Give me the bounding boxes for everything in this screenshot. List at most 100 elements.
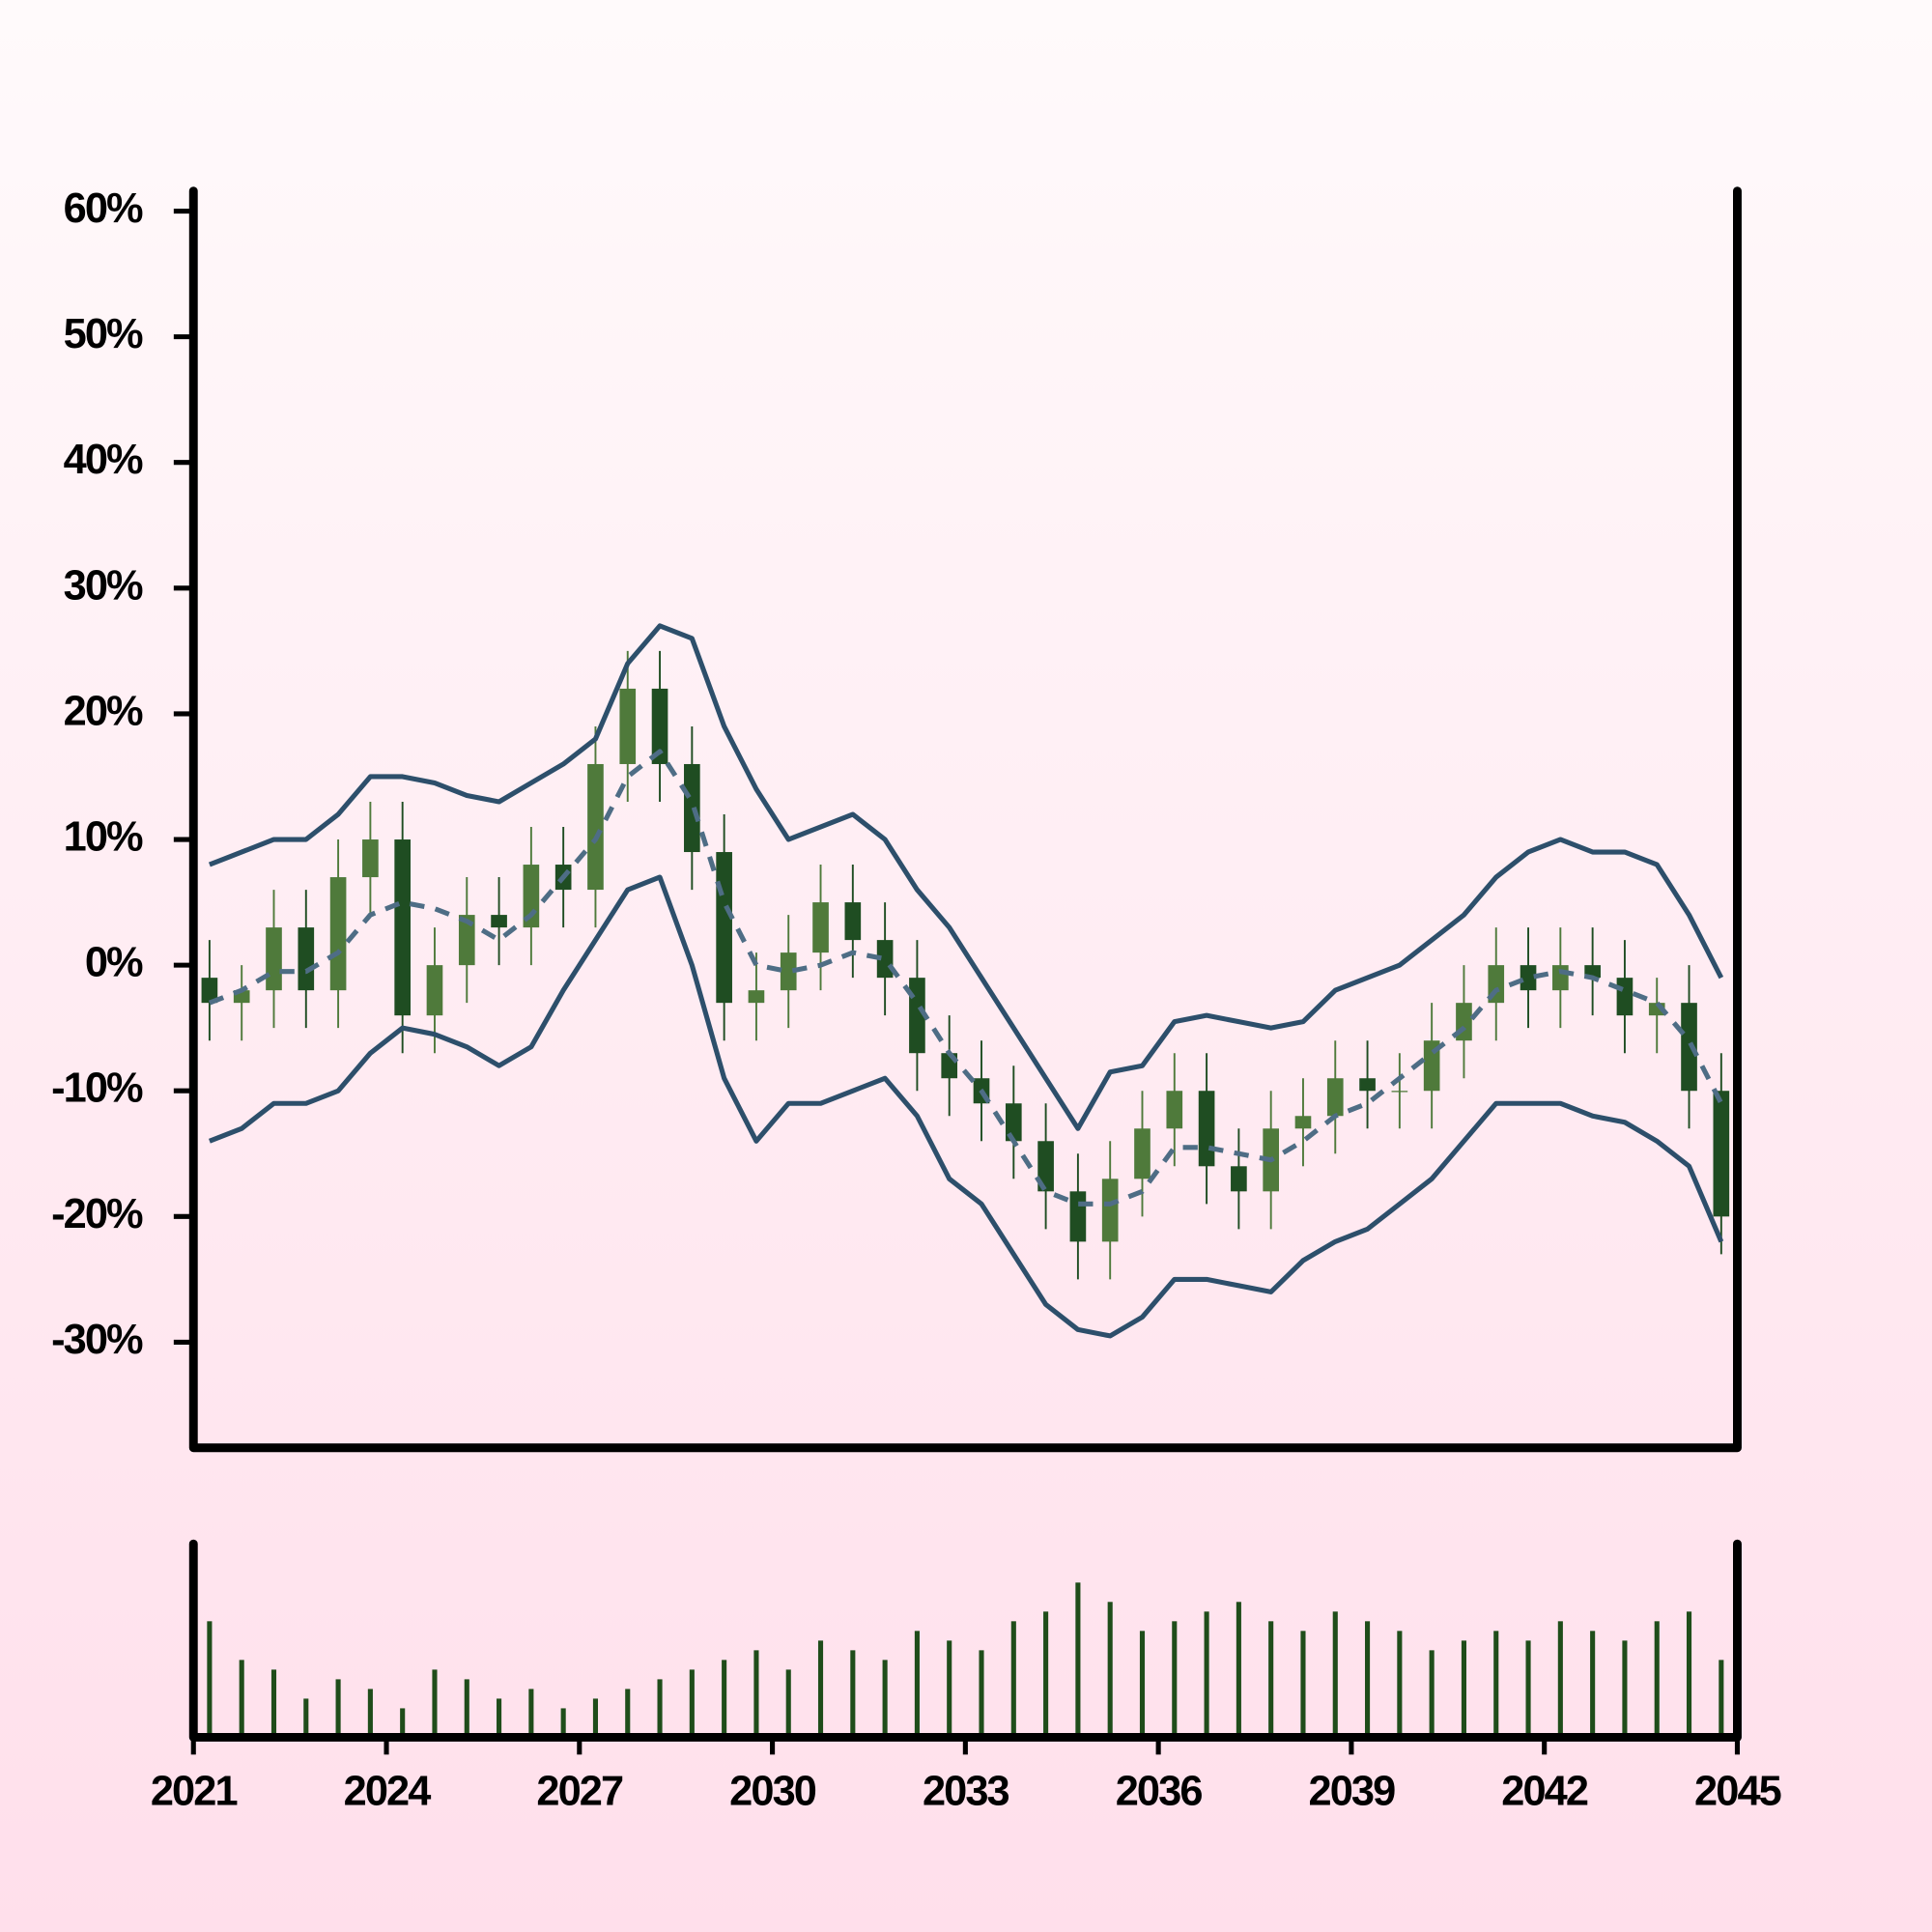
candle-body [298,927,315,991]
volume-bar [560,1708,566,1738]
candle-body [394,839,412,1016]
candle-body [619,688,637,764]
volume-bar [882,1660,888,1738]
volume-bar [270,1669,277,1738]
volume-bar [1461,1640,1467,1738]
candle-body [748,990,765,1004]
volume-bar [1622,1640,1628,1738]
y-tick-label: 0% [85,940,143,986]
x-tick-label: 2045 [1694,1769,1781,1815]
volume-bar [1654,1621,1660,1738]
candle-body [812,902,829,953]
volume-bar [1107,1602,1113,1738]
x-tick-label: 2030 [729,1769,816,1815]
volume-bar [1332,1611,1338,1738]
volume-bar [464,1679,469,1738]
candle-body [1069,1191,1087,1242]
y-tick-label: 30% [64,562,143,609]
volume-bar [914,1631,920,1738]
volume-bar [207,1621,213,1738]
volume-bar [625,1689,631,1738]
candle-body [201,978,218,1004]
volume-bar [1429,1650,1435,1738]
volume-bar [1557,1621,1563,1738]
candle-body [1166,1091,1183,1129]
candle-body [1231,1166,1247,1192]
volume-bar [239,1660,244,1738]
volume-bar [1010,1621,1016,1738]
volume-bar [817,1640,824,1738]
volume-bar [1139,1631,1146,1738]
volume-bar [303,1698,309,1738]
volume-bar [1075,1582,1081,1738]
y-tick-label: 40% [64,437,143,483]
candle-body [1359,1078,1376,1092]
y-tick-label: 10% [64,813,143,860]
volume-bar [657,1679,663,1738]
volume-bar [1525,1640,1531,1738]
volume-bar [592,1698,599,1738]
volume-bar [1397,1631,1403,1738]
candle-body [1037,1141,1054,1192]
volume-bar [947,1640,952,1738]
candle-body [1423,1040,1440,1092]
volume-bar [1043,1611,1049,1738]
candle-body [266,927,282,991]
candle-body [362,839,379,878]
y-tick-label: 20% [64,688,143,734]
candle-body [1681,1003,1697,1092]
candle-body [1101,1179,1119,1242]
y-tick-label: -10% [51,1065,143,1112]
x-tick-label: 2042 [1501,1769,1588,1815]
volume-bar [1493,1631,1499,1738]
candle-body [1391,1091,1408,1093]
candle-body [1198,1091,1215,1167]
x-tick-label: 2021 [151,1769,238,1815]
x-tick-label: 2027 [536,1769,623,1815]
volume-bar [1172,1621,1178,1738]
candle-body [491,915,507,928]
x-tick-label: 2039 [1309,1769,1396,1815]
candle-body [1552,965,1569,991]
candle-body [1134,1128,1151,1179]
candle-body [587,763,604,891]
volume-bar [722,1660,727,1738]
volume-bar [1365,1621,1371,1738]
candle-body [716,852,732,1004]
lower-band [208,874,1724,1339]
volume-bar [850,1650,856,1738]
volume-bar [497,1698,502,1738]
candle-body [1616,978,1634,1016]
upper-band [208,623,1724,1131]
axis-frame [188,1539,1742,1742]
volume-bar [1300,1631,1306,1738]
volume-bar [432,1669,438,1738]
volume-bar [1719,1660,1724,1738]
volume-bar [1686,1611,1692,1738]
x-tick-label: 2036 [1116,1769,1203,1815]
y-tick-label: -30% [51,1317,143,1363]
volume-bar [1236,1602,1241,1738]
volume-bar [528,1689,534,1738]
x-tick-label: 2033 [923,1769,1009,1815]
y-tick-label: 60% [64,185,143,232]
y-tick-label: 50% [64,311,143,357]
volume-bar [1590,1631,1596,1738]
middle-band [208,749,1724,1207]
candle-body [458,915,475,966]
volume-bar [335,1679,341,1738]
volume-bar [400,1708,406,1738]
volume-bar [979,1650,984,1738]
candle-body [1326,1078,1344,1117]
volume-bar [785,1669,791,1738]
candle-body [1294,1116,1312,1129]
candle-body [426,965,443,1016]
y-tick-label: -20% [51,1191,143,1237]
volume-bar [367,1689,373,1738]
volume-bar [753,1650,759,1738]
candle-body [1005,1103,1022,1142]
x-tick-label: 2024 [344,1769,432,1815]
volume-bar [1204,1611,1209,1738]
axis-frame [188,186,1742,1453]
volume-bar [1268,1621,1274,1738]
